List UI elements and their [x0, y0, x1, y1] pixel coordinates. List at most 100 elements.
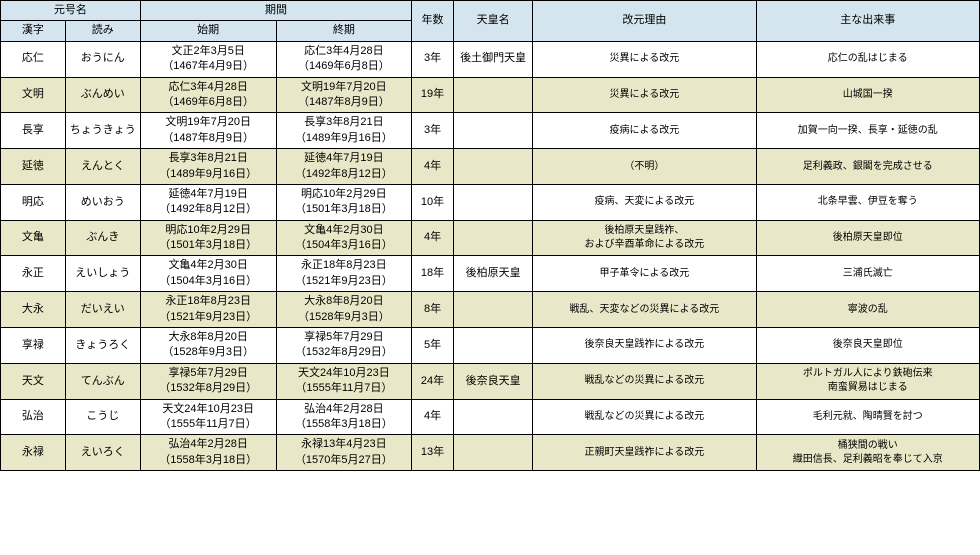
- cell-events: 桶狭間の戦い織田信長、足利義昭を奉じて入京: [756, 435, 979, 471]
- cell-kanji: 文亀: [1, 220, 66, 256]
- cell-end: 長享3年8月21日（1489年9月16日）: [276, 113, 412, 149]
- cell-reason: 戦乱、天変などの災異による改元: [533, 292, 756, 328]
- cell-reason: 戦乱などの災異による改元: [533, 363, 756, 399]
- cell-reason: 後柏原天皇践祚、および辛酉革命による改元: [533, 220, 756, 256]
- cell-yomi: きょうろく: [65, 328, 140, 364]
- cell-years: 5年: [412, 328, 454, 364]
- cell-events: 足利義政、銀閣を完成させる: [756, 149, 979, 185]
- cell-years: 8年: [412, 292, 454, 328]
- cell-reason: 後奈良天皇践祚による改元: [533, 328, 756, 364]
- cell-yomi: えんとく: [65, 149, 140, 185]
- cell-end: 弘治4年2月28日（1558年3月18日）: [276, 399, 412, 435]
- cell-emperor: 後奈良天皇: [453, 363, 532, 399]
- cell-events: 三浦氏滅亡: [756, 256, 979, 292]
- cell-yomi: こうじ: [65, 399, 140, 435]
- cell-reason: 甲子革令による改元: [533, 256, 756, 292]
- cell-start: 天文24年10月23日（1555年11月7日）: [140, 399, 276, 435]
- cell-end: 明応10年2月29日（1501年3月18日）: [276, 184, 412, 220]
- cell-emperor: [453, 149, 532, 185]
- cell-emperor: 後土御門天皇: [453, 41, 532, 77]
- cell-events: 北条早雲、伊豆を奪う: [756, 184, 979, 220]
- cell-kanji: 弘治: [1, 399, 66, 435]
- cell-start: 文正2年3月5日（1467年4月9日）: [140, 41, 276, 77]
- cell-kanji: 大永: [1, 292, 66, 328]
- cell-reason: 戦乱などの災異による改元: [533, 399, 756, 435]
- cell-start: 弘治4年2月28日（1558年3月18日）: [140, 435, 276, 471]
- cell-kanji: 永禄: [1, 435, 66, 471]
- cell-emperor: [453, 435, 532, 471]
- cell-end: 文亀4年2月30日（1504年3月16日）: [276, 220, 412, 256]
- cell-kanji: 文明: [1, 77, 66, 113]
- cell-end: 享禄5年7月29日（1532年8月29日）: [276, 328, 412, 364]
- hdr-kanji: 漢字: [1, 21, 66, 41]
- cell-end: 文明19年7月20日（1487年8月9日）: [276, 77, 412, 113]
- cell-yomi: えいしょう: [65, 256, 140, 292]
- hdr-yomi: 読み: [65, 21, 140, 41]
- cell-years: 13年: [412, 435, 454, 471]
- cell-emperor: 後柏原天皇: [453, 256, 532, 292]
- cell-start: 長享3年8月21日（1489年9月16日）: [140, 149, 276, 185]
- cell-years: 18年: [412, 256, 454, 292]
- cell-years: 19年: [412, 77, 454, 113]
- hdr-dekigoto: 主な出来事: [756, 1, 979, 42]
- cell-emperor: [453, 220, 532, 256]
- cell-years: 3年: [412, 41, 454, 77]
- cell-reason: 災異による改元: [533, 41, 756, 77]
- cell-emperor: [453, 184, 532, 220]
- cell-start: 明応10年2月29日（1501年3月18日）: [140, 220, 276, 256]
- cell-years: 4年: [412, 149, 454, 185]
- cell-kanji: 応仁: [1, 41, 66, 77]
- cell-start: 応仁3年4月28日（1469年6月8日）: [140, 77, 276, 113]
- cell-events: 毛利元就、陶晴賢を討つ: [756, 399, 979, 435]
- cell-emperor: [453, 328, 532, 364]
- cell-start: 享禄5年7月29日（1532年8月29日）: [140, 363, 276, 399]
- cell-events: ポルトガル人により鉄砲伝来南蛮貿易はじまる: [756, 363, 979, 399]
- cell-events: 寧波の乱: [756, 292, 979, 328]
- cell-kanji: 延徳: [1, 149, 66, 185]
- cell-reason: （不明）: [533, 149, 756, 185]
- cell-yomi: おうにん: [65, 41, 140, 77]
- cell-reason: 災異による改元: [533, 77, 756, 113]
- hdr-shuki: 終期: [276, 21, 412, 41]
- cell-end: 大永8年8月20日（1528年9月3日）: [276, 292, 412, 328]
- cell-yomi: てんぶん: [65, 363, 140, 399]
- cell-emperor: [453, 292, 532, 328]
- cell-years: 4年: [412, 399, 454, 435]
- cell-yomi: だいえい: [65, 292, 140, 328]
- cell-kanji: 明応: [1, 184, 66, 220]
- cell-years: 10年: [412, 184, 454, 220]
- cell-start: 文明19年7月20日（1487年8月9日）: [140, 113, 276, 149]
- cell-events: 後奈良天皇即位: [756, 328, 979, 364]
- cell-start: 大永8年8月20日（1528年9月3日）: [140, 328, 276, 364]
- cell-start: 文亀4年2月30日（1504年3月16日）: [140, 256, 276, 292]
- cell-events: 加賀一向一揆、長享・延徳の乱: [756, 113, 979, 149]
- cell-yomi: ぶんき: [65, 220, 140, 256]
- cell-years: 24年: [412, 363, 454, 399]
- cell-yomi: えいろく: [65, 435, 140, 471]
- hdr-tenno: 天皇名: [453, 1, 532, 42]
- cell-yomi: ちょうきょう: [65, 113, 140, 149]
- cell-emperor: [453, 399, 532, 435]
- cell-end: 天文24年10月23日（1555年11月7日）: [276, 363, 412, 399]
- cell-kanji: 長享: [1, 113, 66, 149]
- hdr-kaigen: 改元理由: [533, 1, 756, 42]
- cell-reason: 正親町天皇践祚による改元: [533, 435, 756, 471]
- cell-end: 応仁3年4月28日（1469年6月8日）: [276, 41, 412, 77]
- hdr-shiki: 始期: [140, 21, 276, 41]
- cell-end: 永禄13年4月23日（1570年5月27日）: [276, 435, 412, 471]
- cell-start: 延徳4年7月19日（1492年8月12日）: [140, 184, 276, 220]
- cell-kanji: 天文: [1, 363, 66, 399]
- cell-end: 延徳4年7月19日（1492年8月12日）: [276, 149, 412, 185]
- cell-events: 後柏原天皇即位: [756, 220, 979, 256]
- cell-years: 3年: [412, 113, 454, 149]
- cell-kanji: 享禄: [1, 328, 66, 364]
- hdr-nensu: 年数: [412, 1, 454, 42]
- cell-end: 永正18年8月23日（1521年9月23日）: [276, 256, 412, 292]
- cell-reason: 疫病による改元: [533, 113, 756, 149]
- cell-start: 永正18年8月23日（1521年9月23日）: [140, 292, 276, 328]
- cell-yomi: ぶんめい: [65, 77, 140, 113]
- hdr-gengo: 元号名: [1, 1, 141, 21]
- cell-yomi: めいおう: [65, 184, 140, 220]
- cell-events: 山城国一揆: [756, 77, 979, 113]
- cell-years: 4年: [412, 220, 454, 256]
